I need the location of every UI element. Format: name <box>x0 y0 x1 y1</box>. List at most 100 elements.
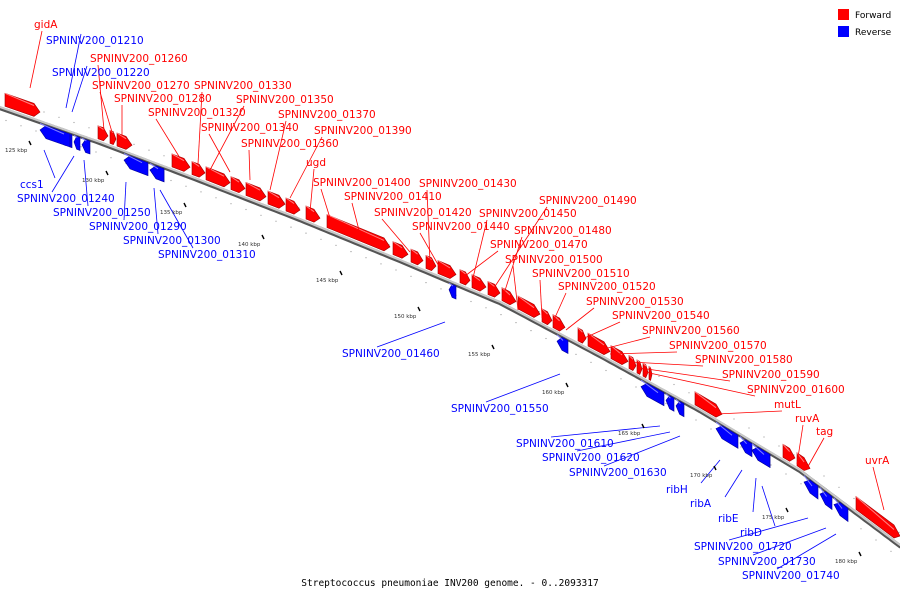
gene-SPNINV200_01720[interactable] <box>803 479 819 500</box>
gene-label-SPNINV200_01270[interactable]: SPNINV200_01270 <box>92 80 190 92</box>
gene-label-SPNINV200_01370[interactable]: SPNINV200_01370 <box>278 109 376 121</box>
gene-SPNINV200_01510[interactable] <box>541 308 553 326</box>
gene-label-tag[interactable]: tag <box>816 426 833 438</box>
gene-leader <box>724 469 743 498</box>
gene-SPNINV200_01590[interactable] <box>642 362 649 379</box>
gene-label-SPNINV200_01420[interactable]: SPNINV200_01420 <box>374 207 472 219</box>
gene-SPNINV200_01350[interactable] <box>205 166 231 188</box>
gene-label-SPNINV200_01250[interactable]: SPNINV200_01250 <box>53 207 151 219</box>
gene-SPNINV200_01470[interactable] <box>459 269 471 286</box>
gene-label-SPNINV200_01360[interactable]: SPNINV200_01360 <box>241 138 339 150</box>
gene-mutL[interactable] <box>694 391 723 418</box>
gene-ribH[interactable] <box>715 425 739 449</box>
gene-SPNINV200_01550[interactable] <box>556 336 569 355</box>
gene-SPNINV200_01450[interactable] <box>471 274 487 292</box>
gene-label-SPNINV200_01450[interactable]: SPNINV200_01450 <box>479 208 577 220</box>
gene-SPNINV200_01580[interactable] <box>636 359 643 375</box>
gene-SPNINV200_01740[interactable] <box>833 502 849 523</box>
gene-label-SPNINV200_01570[interactable]: SPNINV200_01570 <box>669 340 767 352</box>
gene-SPNINV200_01540[interactable] <box>587 332 611 356</box>
gene-label-ribH[interactable]: ribH <box>666 484 688 496</box>
gene-SPNINV200_01560[interactable] <box>610 345 629 365</box>
gene-SPNINV200_01430[interactable] <box>425 254 437 272</box>
gene-label-uvrA[interactable]: uvrA <box>865 455 890 467</box>
gene-uvrA[interactable] <box>855 495 900 539</box>
gene-SPNINV200_01280[interactable] <box>116 132 133 150</box>
gene-label-SPNINV200_01740[interactable]: SPNINV200_01740 <box>742 570 840 582</box>
gene-label-SPNINV200_01510[interactable]: SPNINV200_01510 <box>532 268 630 280</box>
gene-label-SPNINV200_01730[interactable]: SPNINV200_01730 <box>718 556 816 568</box>
gene-label-SPNINV200_01550[interactable]: SPNINV200_01550 <box>451 403 549 415</box>
gene-SPNINV200_01270[interactable] <box>109 129 117 145</box>
gene-label-SPNINV200_01530[interactable]: SPNINV200_01530 <box>586 296 684 308</box>
gene-SPNINV200_01570[interactable] <box>628 354 637 372</box>
gene-label-mutL[interactable]: mutL <box>774 399 801 411</box>
gene-label-SPNINV200_01210[interactable]: SPNINV200_01210 <box>46 35 144 47</box>
gene-SPNINV200_01320[interactable] <box>171 153 191 172</box>
gene-label-SPNINV200_01520[interactable]: SPNINV200_01520 <box>558 281 656 293</box>
gene-SPNINV200_01530[interactable] <box>577 327 587 344</box>
gene-label-SPNINV200_01310[interactable]: SPNINV200_01310 <box>158 249 256 261</box>
gene-label-ribE[interactable]: ribE <box>718 513 739 525</box>
gene-SPNINV200_01340[interactable] <box>230 176 246 194</box>
gene-SPNINV200_01730[interactable] <box>819 491 833 511</box>
gene-label-SPNINV200_01280[interactable]: SPNINV200_01280 <box>114 93 212 105</box>
gene-SPNINV200_01330[interactable] <box>191 161 206 178</box>
gene-label-ribD[interactable]: ribD <box>740 527 762 539</box>
gene-SPNINV200_01480[interactable] <box>501 287 517 306</box>
labels-layer: gidASPNINV200_01210SPNINV200_01220SPNINV… <box>17 19 890 582</box>
gene-SPNINV200_01250[interactable] <box>81 139 91 155</box>
gene-label-SPNINV200_01300[interactable]: SPNINV200_01300 <box>123 235 221 247</box>
gene-leader <box>289 136 323 199</box>
gene-label-SPNINV200_01480[interactable]: SPNINV200_01480 <box>514 225 612 237</box>
gene-label-SPNINV200_01720[interactable]: SPNINV200_01720 <box>694 541 792 553</box>
gene-label-SPNINV200_01290[interactable]: SPNINV200_01290 <box>89 221 187 233</box>
gene-SPNINV200_01360[interactable] <box>245 181 267 202</box>
gene-SPNINV200_01410[interactable] <box>392 241 409 259</box>
gene-label-SPNINV200_01490[interactable]: SPNINV200_01490 <box>539 195 637 207</box>
gene-SPNINV200_01260[interactable] <box>97 125 109 142</box>
gene-label-SPNINV200_01560[interactable]: SPNINV200_01560 <box>642 325 740 337</box>
gene-label-SPNINV200_01410[interactable]: SPNINV200_01410 <box>344 191 442 203</box>
gene-SPNINV200_01240[interactable] <box>73 135 81 151</box>
gene-SPNINV200_01440[interactable] <box>437 260 457 279</box>
gene-label-SPNINV200_01590[interactable]: SPNINV200_01590 <box>722 369 820 381</box>
gene-label-SPNINV200_01240[interactable]: SPNINV200_01240 <box>17 193 115 205</box>
gene-label-SPNINV200_01330[interactable]: SPNINV200_01330 <box>194 80 292 92</box>
gene-label-ribA[interactable]: ribA <box>690 498 712 510</box>
gene-label-SPNINV200_01500[interactable]: SPNINV200_01500 <box>505 254 603 266</box>
gene-label-SPNINV200_01320[interactable]: SPNINV200_01320 <box>148 107 246 119</box>
gene-label-SPNINV200_01600[interactable]: SPNINV200_01600 <box>747 384 845 396</box>
gene-SPNINV200_01390[interactable] <box>285 197 301 215</box>
gene-label-SPNINV200_01540[interactable]: SPNINV200_01540 <box>612 310 710 322</box>
gene-label-SPNINV200_01630[interactable]: SPNINV200_01630 <box>569 467 667 479</box>
gene-ruvA[interactable] <box>782 443 796 462</box>
gene-label-SPNINV200_01440[interactable]: SPNINV200_01440 <box>412 221 510 233</box>
gene-label-SPNINV200_01430[interactable]: SPNINV200_01430 <box>419 178 517 190</box>
gene-SPNINV200_01490[interactable] <box>487 281 501 298</box>
gene-label-SPNINV200_01610[interactable]: SPNINV200_01610 <box>516 438 614 450</box>
gene-SPNINV200_01520[interactable] <box>552 314 566 332</box>
gene-label-SPNINV200_01400[interactable]: SPNINV200_01400 <box>313 177 411 189</box>
gene-SPNINV200_01460[interactable] <box>448 284 457 300</box>
gene-label-SPNINV200_01220[interactable]: SPNINV200_01220 <box>52 67 150 79</box>
gene-label-ugd[interactable]: ugd <box>306 157 326 169</box>
gene-label-SPNINV200_01390[interactable]: SPNINV200_01390 <box>314 125 412 137</box>
gene-SPNINV200_01400[interactable] <box>326 214 391 252</box>
gene-label-SPNINV200_01470[interactable]: SPNINV200_01470 <box>490 239 588 251</box>
gene-SPNINV200_01370[interactable] <box>267 190 286 209</box>
gene-label-SPNINV200_01460[interactable]: SPNINV200_01460 <box>342 348 440 360</box>
gene-label-ruvA[interactable]: ruvA <box>795 413 820 425</box>
gene-ugd[interactable] <box>305 205 321 223</box>
gene-SPNINV200_01420[interactable] <box>410 248 424 266</box>
gene-label-SPNINV200_01340[interactable]: SPNINV200_01340 <box>201 122 299 134</box>
gene-label-SPNINV200_01580[interactable]: SPNINV200_01580 <box>695 354 793 366</box>
gene-label-gidA[interactable]: gidA <box>34 19 58 31</box>
gene-label-SPNINV200_01350[interactable]: SPNINV200_01350 <box>236 94 334 106</box>
gene-label-SPNINV200_01620[interactable]: SPNINV200_01620 <box>542 452 640 464</box>
gene-label-ccs1[interactable]: ccs1 <box>20 179 44 191</box>
gene-ccs1[interactable] <box>39 125 71 148</box>
gene-SPNINV200_01610[interactable] <box>640 383 665 407</box>
gene-gidA[interactable] <box>4 92 41 117</box>
gene-label-SPNINV200_01260[interactable]: SPNINV200_01260 <box>90 53 188 65</box>
